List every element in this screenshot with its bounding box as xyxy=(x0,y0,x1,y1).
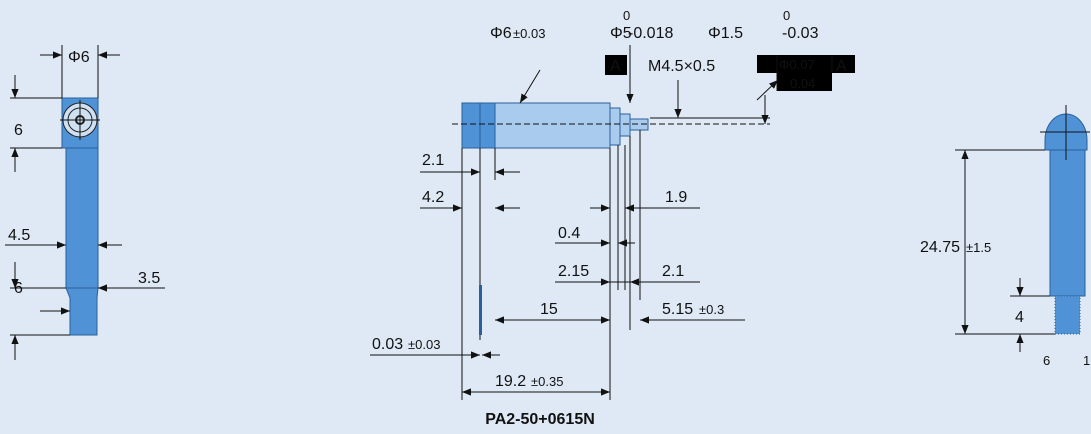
label: 2.1 xyxy=(662,263,684,280)
label: ±0.35 xyxy=(531,374,563,389)
label: 24.75 xyxy=(920,239,960,256)
label: ±0.03 xyxy=(513,26,545,41)
rect-shape xyxy=(1055,296,1080,334)
label: 0 xyxy=(623,8,630,23)
body: Φ6 6 4.5 6 3.5 Φ6 ±0.03 Φ5 0 -0.018 Φ1.5… xyxy=(0,0,1091,434)
label: 0.4 xyxy=(558,225,580,242)
gap-mark xyxy=(479,285,482,335)
label: ±1.5 xyxy=(966,240,991,255)
label: A xyxy=(836,58,847,75)
label: Φ6 xyxy=(490,25,512,42)
label: Φ0.07 xyxy=(779,57,815,72)
circle-shape xyxy=(764,61,770,67)
label: -0.03 xyxy=(782,25,819,42)
label: 6 xyxy=(1043,353,1050,368)
line-shape xyxy=(520,70,540,103)
label: 4.2 xyxy=(422,189,444,206)
line-shape xyxy=(757,80,778,100)
label: M4.5×0.5 xyxy=(648,58,715,75)
path-shape xyxy=(66,288,98,335)
label: ±0.3 xyxy=(699,302,724,317)
rect-shape xyxy=(620,114,630,136)
label: 4.5 xyxy=(8,227,30,244)
rect-shape xyxy=(66,148,98,288)
page: {"left_view": {"diameter": "Φ6", "head_h… xyxy=(0,0,1091,434)
label: 0.04 xyxy=(790,76,815,91)
label: 0.03 xyxy=(372,336,403,353)
center-dims xyxy=(370,45,855,400)
label: PA2-50+0615N xyxy=(485,411,595,428)
label: 0 xyxy=(783,8,790,23)
label: 4 xyxy=(1015,309,1024,326)
label: 1 xyxy=(1083,353,1090,368)
label: 6 xyxy=(14,122,23,139)
label: Φ1.5 xyxy=(708,25,743,42)
label: -0.018 xyxy=(628,25,673,42)
label: 2.1 xyxy=(422,152,444,169)
label: 3.5 xyxy=(138,270,160,287)
rect-shape xyxy=(1050,150,1085,296)
rect-shape xyxy=(462,103,495,148)
label: 1.9 xyxy=(665,189,687,206)
label: 2.15 xyxy=(558,263,589,280)
label: Φ6 xyxy=(68,49,90,66)
rect-shape xyxy=(610,108,620,145)
label: A xyxy=(610,58,621,75)
drawing: Φ6 6 4.5 6 3.5 Φ6 ±0.03 Φ5 0 -0.018 Φ1.5… xyxy=(0,0,1091,434)
label: 19.2 xyxy=(495,373,526,390)
label: 6 xyxy=(14,280,23,297)
label: 15 xyxy=(540,301,558,318)
center-part xyxy=(462,103,648,148)
label: 5.15 xyxy=(662,301,693,318)
label: ±0.03 xyxy=(408,337,440,352)
